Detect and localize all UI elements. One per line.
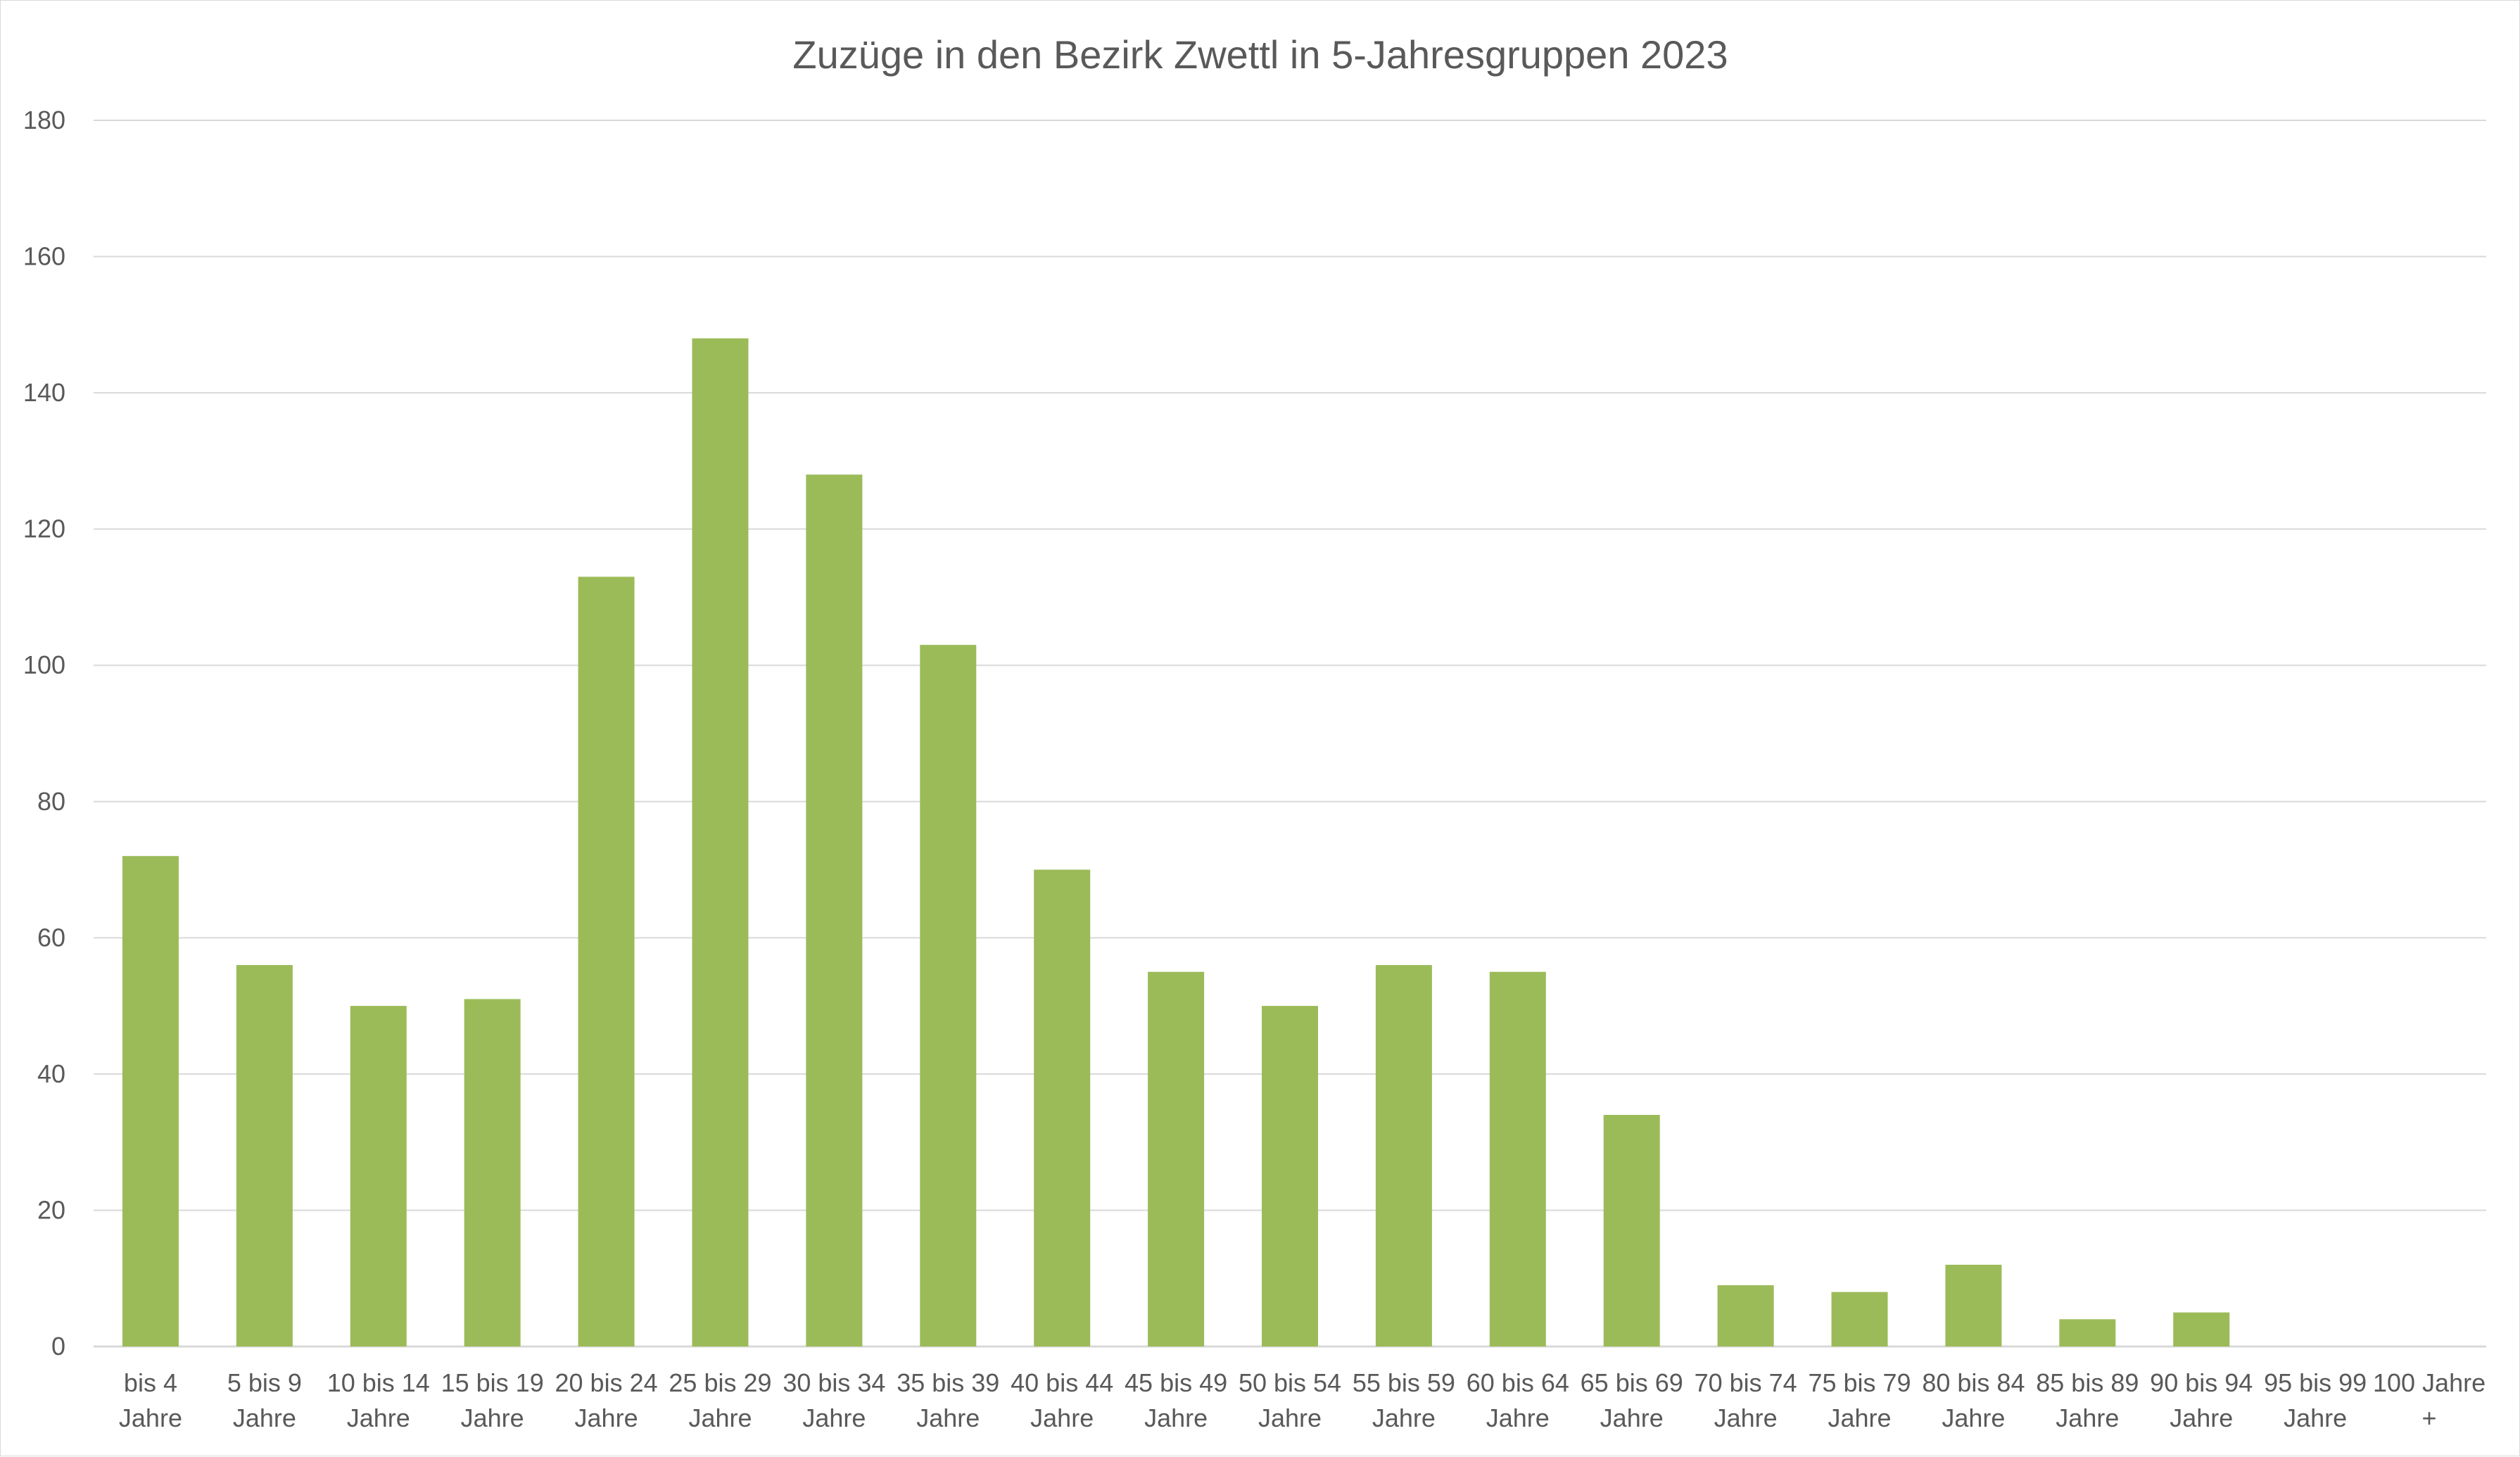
x-tick-label-line: Jahre — [1372, 1404, 1436, 1432]
bar — [1262, 1006, 1318, 1346]
bar — [692, 338, 749, 1346]
x-tick-label: 50 bis 54 Jahre — [1239, 1368, 1341, 1432]
x-tick-label-line: 5 bis 9 — [227, 1368, 302, 1397]
bar — [2059, 1319, 2116, 1346]
bar — [1148, 971, 1205, 1346]
chart-title: Zuzüge in den Bezirk Zwettl in 5-Jahresg… — [792, 32, 1728, 77]
bar — [236, 965, 293, 1346]
x-tick-label-line: Jahre — [802, 1404, 866, 1432]
x-tick-label-line: 30 bis 34 — [783, 1368, 885, 1397]
x-tick-label: 45 bis 49 Jahre — [1125, 1368, 1227, 1432]
bar — [578, 576, 635, 1346]
bar — [1489, 971, 1546, 1346]
bar — [1945, 1264, 2002, 1346]
x-tick-label: 15 bis 19 Jahre — [441, 1368, 544, 1432]
x-tick-label-line: 20 bis 24 — [555, 1368, 658, 1397]
x-tick-label-line: 80 bis 84 — [1922, 1368, 2025, 1397]
x-tick-label-line: 100 Jahre — [2373, 1368, 2486, 1397]
x-tick-label: 75 bis 79 Jahre — [1808, 1368, 1911, 1432]
y-tick-label: 120 — [23, 515, 65, 543]
x-tick-label: 95 bis 99 Jahre — [2264, 1368, 2367, 1432]
x-tick-label-line: Jahre — [1600, 1404, 1664, 1432]
bar — [806, 474, 863, 1347]
x-tick-label: 70 bis 74 Jahre — [1695, 1368, 1797, 1432]
x-tick-label-line: Jahre — [1258, 1404, 1322, 1432]
y-tick-label: 160 — [23, 242, 65, 271]
x-tick-label-line: 50 bis 54 — [1239, 1368, 1341, 1397]
x-tick-label-line: 70 bis 74 — [1695, 1368, 1797, 1397]
x-tick-label: 100 Jahre + — [2373, 1368, 2486, 1432]
bar — [2173, 1312, 2230, 1346]
bar — [1603, 1114, 1660, 1346]
x-tick-label: 80 bis 84 Jahre — [1922, 1368, 2025, 1432]
x-tick-label-line: 10 bis 14 — [327, 1368, 430, 1397]
x-tick-label: 5 bis 9 Jahre — [227, 1368, 302, 1432]
bar — [464, 999, 521, 1346]
x-tick-label-line: 85 bis 89 — [2036, 1368, 2139, 1397]
bar — [122, 856, 179, 1346]
x-tick-label-line: Jahre — [2056, 1404, 2119, 1432]
x-tick-label-line: 55 bis 59 — [1353, 1368, 1455, 1397]
bars — [122, 338, 2230, 1347]
x-tick-label: 90 bis 94 Jahre — [2150, 1368, 2253, 1432]
x-tick-label-line: Jahre — [1942, 1404, 2005, 1432]
x-tick-label-line: 25 bis 29 — [669, 1368, 771, 1397]
x-tick-label-line: Jahre — [233, 1404, 296, 1432]
x-tick-label-line: Jahre — [1030, 1404, 1094, 1432]
y-tick-label: 80 — [37, 787, 65, 816]
x-tick-label-line: Jahre — [1486, 1404, 1550, 1432]
x-tick-label-line: 65 bis 69 — [1581, 1368, 1683, 1397]
bar — [1717, 1285, 1774, 1346]
bar — [1034, 869, 1091, 1346]
bar — [920, 645, 977, 1346]
x-tick-label-line: Jahre — [1714, 1404, 1778, 1432]
x-tick-label: 25 bis 29 Jahre — [669, 1368, 771, 1432]
y-axis-ticks: 0 20 40 60 80 100 120 140 160 180 — [23, 106, 65, 1361]
x-tick-label: 65 bis 69 Jahre — [1581, 1368, 1683, 1432]
x-tick-label: 60 bis 64 Jahre — [1467, 1368, 1569, 1432]
x-tick-label-line: 35 bis 39 — [897, 1368, 999, 1397]
x-tick-label-line: Jahre — [688, 1404, 752, 1432]
x-tick-label-line: Jahre — [119, 1404, 182, 1432]
x-tick-label-line: 95 bis 99 — [2264, 1368, 2367, 1397]
x-tick-label: 30 bis 34 Jahre — [783, 1368, 885, 1432]
y-tick-label: 140 — [23, 378, 65, 407]
bar — [1375, 965, 1432, 1346]
y-tick-label: 60 — [37, 923, 65, 952]
x-tick-label-line: 15 bis 19 — [441, 1368, 544, 1397]
y-tick-label: 0 — [51, 1332, 65, 1361]
x-tick-label-line: Jahre — [2170, 1404, 2233, 1432]
x-tick-label: 55 bis 59 Jahre — [1353, 1368, 1455, 1432]
x-tick-label-line: 40 bis 44 — [1011, 1368, 1113, 1397]
x-tick-label-line: Jahre — [347, 1404, 410, 1432]
x-tick-label-line: 90 bis 94 — [2150, 1368, 2253, 1397]
y-tick-label: 20 — [37, 1195, 65, 1224]
x-tick-label: 20 bis 24 Jahre — [555, 1368, 658, 1432]
x-tick-label-line: Jahre — [575, 1404, 638, 1432]
x-tick-label-line: Jahre — [461, 1404, 524, 1432]
x-tick-label-line: bis 4 — [124, 1368, 177, 1397]
x-tick-label-line: 75 bis 79 — [1808, 1368, 1911, 1397]
y-tick-label: 40 — [37, 1059, 65, 1088]
bar — [1831, 1292, 1888, 1346]
x-tick-label-line: Jahre — [1828, 1404, 1891, 1432]
x-tick-label: 10 bis 14 Jahre — [327, 1368, 430, 1432]
x-tick-label-line: + — [2422, 1404, 2437, 1432]
x-tick-label-line: Jahre — [916, 1404, 980, 1432]
y-tick-label: 180 — [23, 106, 65, 134]
x-tick-label-line: 45 bis 49 — [1125, 1368, 1227, 1397]
x-tick-label-line: 60 bis 64 — [1467, 1368, 1569, 1397]
bar — [350, 1006, 407, 1346]
y-tick-label: 100 — [23, 650, 65, 679]
x-tick-label-line: Jahre — [1144, 1404, 1208, 1432]
x-tick-label: 35 bis 39 Jahre — [897, 1368, 999, 1432]
x-tick-label-line: Jahre — [2284, 1404, 2347, 1432]
x-tick-label: 85 bis 89 Jahre — [2036, 1368, 2139, 1432]
x-tick-label: 40 bis 44 Jahre — [1011, 1368, 1113, 1432]
x-tick-label: bis 4 Jahre — [119, 1368, 182, 1432]
